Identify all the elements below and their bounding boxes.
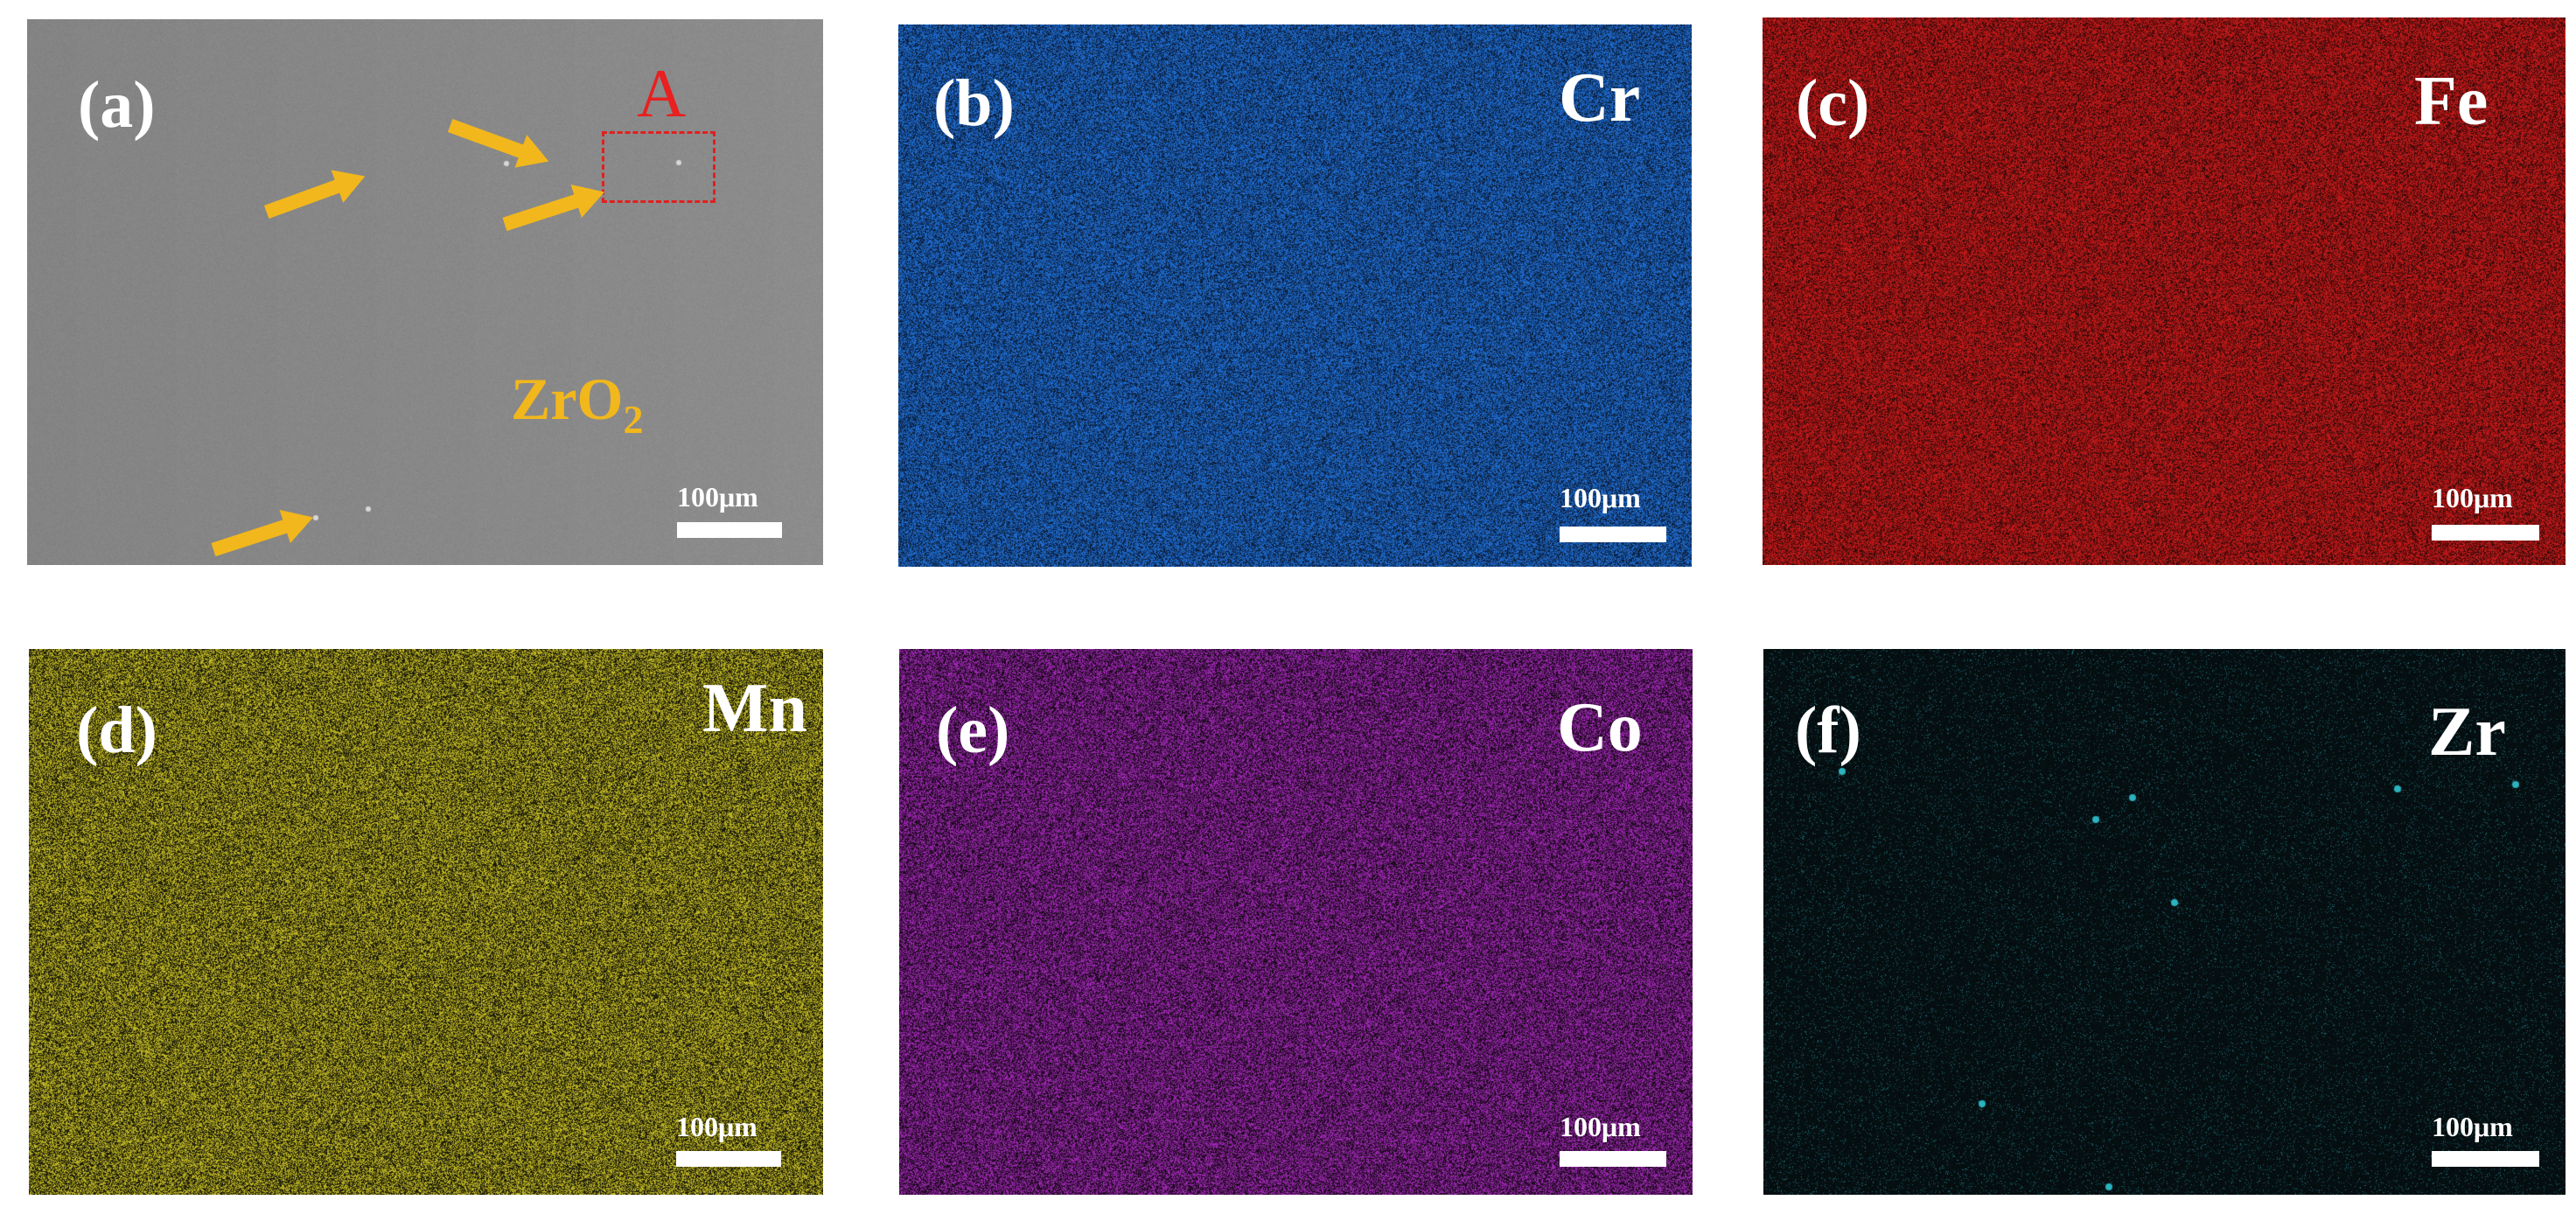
panel-d-mn-map: (d) Mn 100μm — [29, 649, 823, 1195]
element-map-texture — [899, 649, 1693, 1195]
element-label: Cr — [1559, 59, 1641, 136]
panel-label: (f) — [1795, 694, 1861, 767]
panel-label: (c) — [1796, 66, 1870, 140]
region-box-a — [602, 131, 716, 203]
arrow-icon — [261, 160, 371, 229]
panel-label: (e) — [936, 694, 1010, 767]
element-label: Zr — [2428, 694, 2506, 771]
scale-bar-label: 100μm — [676, 1111, 757, 1142]
scale-bar-label: 100μm — [1560, 1111, 1641, 1142]
scale-bar — [677, 522, 782, 538]
element-label: Fe — [2414, 63, 2489, 140]
phase-label-zro2: ZrO2 — [511, 366, 644, 442]
element-map-texture — [29, 649, 823, 1195]
panel-e-co-map: (e) Co 100μm — [899, 649, 1693, 1195]
scale-bar-label: 100μm — [2432, 482, 2513, 513]
sem-texture — [27, 19, 823, 565]
panel-f-zr-map: (f) Zr 100μm — [1763, 649, 2566, 1195]
scale-bar — [676, 1151, 781, 1167]
arrow-icon — [499, 175, 610, 241]
scale-bar — [2432, 525, 2539, 541]
element-label: Co — [1557, 689, 1643, 766]
panel-label: (b) — [933, 66, 1015, 140]
region-label-a: A — [637, 55, 687, 131]
panel-label: (d) — [76, 694, 157, 767]
arrow-icon — [444, 109, 555, 178]
scale-bar-label: 100μm — [1560, 482, 1641, 513]
scale-bar — [1560, 1151, 1666, 1167]
panel-c-fe-map: (c) Fe 100μm — [1763, 17, 2566, 565]
element-map-texture — [1763, 649, 2566, 1195]
panel-label: (a) — [78, 68, 156, 142]
scale-bar-label: 100μm — [2432, 1111, 2513, 1142]
arrow-icon — [208, 500, 318, 565]
panel-a-sem-image: (a) A ZrO2 100μm — [27, 19, 823, 565]
element-label: Mn — [702, 670, 807, 747]
scale-bar — [2432, 1151, 2539, 1167]
scale-bar-label: 100μm — [677, 481, 758, 513]
panel-b-cr-map: (b) Cr 100μm — [898, 24, 1692, 567]
scale-bar — [1560, 527, 1666, 542]
element-map-texture — [1763, 17, 2566, 565]
element-map-texture — [898, 24, 1692, 567]
